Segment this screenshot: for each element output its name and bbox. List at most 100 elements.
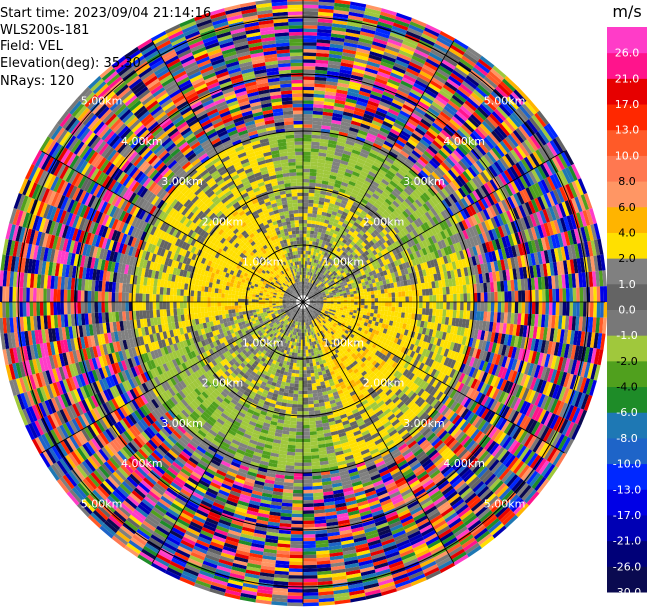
ppi-cell bbox=[394, 326, 399, 333]
ppi-cell bbox=[465, 355, 473, 366]
ppi-cell bbox=[359, 311, 364, 315]
ppi-cell bbox=[370, 324, 375, 329]
ppi-cell bbox=[395, 321, 400, 328]
ppi-cell bbox=[384, 302, 389, 307]
ppi-cell bbox=[368, 319, 373, 325]
ppi-cell bbox=[500, 312, 505, 324]
ppi-cell bbox=[453, 351, 460, 361]
ppi-cell bbox=[411, 337, 417, 345]
ppi-cell bbox=[600, 302, 604, 318]
ppi-cell bbox=[403, 329, 409, 336]
ppi-cell bbox=[386, 329, 391, 336]
ppi-cell bbox=[347, 302, 351, 305]
ppi-cell bbox=[510, 370, 518, 383]
ppi-cell bbox=[333, 302, 338, 304]
ppi-cell bbox=[374, 321, 379, 327]
ppi-cell bbox=[394, 306, 399, 312]
ppi-cell bbox=[397, 312, 402, 318]
ppi-cell bbox=[381, 306, 385, 311]
ppi-cell bbox=[570, 344, 577, 360]
ppi-cell bbox=[411, 313, 416, 320]
ppi-cell bbox=[469, 310, 474, 320]
ppi-cell bbox=[581, 316, 587, 332]
ppi-cell bbox=[309, 303, 314, 305]
ppi-cell bbox=[475, 359, 482, 370]
ppi-cell bbox=[558, 315, 563, 330]
ppi-cell bbox=[361, 302, 365, 306]
ppi-cell bbox=[391, 302, 396, 307]
ppi-cell bbox=[527, 363, 535, 376]
ppi-cell bbox=[454, 334, 461, 344]
ppi-cell bbox=[494, 302, 498, 313]
ppi-cell bbox=[598, 317, 604, 334]
ppi-cell bbox=[453, 326, 459, 335]
ppi-cell bbox=[566, 329, 572, 345]
ppi-cell bbox=[475, 348, 482, 360]
ppi-cell bbox=[432, 308, 437, 316]
ppi-cell bbox=[382, 319, 387, 325]
ppi-cell bbox=[556, 371, 564, 386]
ppi-cell bbox=[416, 333, 422, 340]
ppi-cell bbox=[442, 309, 447, 317]
ppi-cell bbox=[590, 363, 598, 380]
ppi-cell bbox=[546, 327, 552, 341]
ppi-cell bbox=[543, 367, 551, 382]
ppi-cell bbox=[460, 302, 464, 311]
ppi-cell bbox=[440, 347, 447, 356]
ppi-cell bbox=[418, 326, 424, 334]
ppi-cell bbox=[337, 303, 341, 306]
ppi-cell bbox=[309, 303, 313, 306]
ppi-cell bbox=[357, 320, 362, 325]
ppi-cell bbox=[580, 361, 588, 378]
ppi-cell bbox=[439, 309, 443, 317]
ppi-cell bbox=[567, 358, 574, 374]
ppi-cell bbox=[559, 329, 565, 344]
ppi-cell bbox=[367, 302, 372, 306]
ppi-cell bbox=[571, 316, 577, 331]
ppi-cell bbox=[596, 302, 601, 318]
ppi-cell bbox=[500, 367, 508, 380]
ppi-cell bbox=[421, 341, 427, 349]
ppi-cell bbox=[372, 316, 377, 322]
ppi-cell bbox=[452, 309, 457, 319]
ppi-cell bbox=[378, 302, 382, 307]
ppi-cell bbox=[334, 312, 339, 316]
ppi-cell bbox=[336, 307, 341, 310]
ppi-cell bbox=[319, 305, 324, 308]
ppi-cell bbox=[470, 302, 474, 311]
ppi-cell bbox=[342, 310, 347, 314]
ppi-cell bbox=[520, 313, 525, 326]
ppi-cell bbox=[363, 308, 368, 313]
ppi-cell bbox=[488, 363, 495, 375]
ppi-cell bbox=[451, 334, 457, 343]
ppi-cell bbox=[361, 317, 366, 323]
ppi-cell bbox=[465, 319, 470, 329]
ppi-cell bbox=[469, 356, 476, 367]
ppi-cell bbox=[573, 345, 580, 361]
ppi-cell bbox=[570, 359, 578, 375]
ppi-cell bbox=[500, 333, 506, 345]
ppi-cell bbox=[436, 338, 442, 347]
ppi-cell bbox=[483, 330, 489, 342]
ppi-cell bbox=[449, 302, 454, 310]
ppi-cell bbox=[340, 304, 344, 307]
ppi-cell bbox=[428, 308, 433, 316]
ppi-cell bbox=[534, 314, 539, 327]
ppi-cell bbox=[478, 339, 484, 350]
ppi-cell bbox=[579, 302, 584, 317]
ppi-cell bbox=[592, 317, 597, 333]
ppi-cell bbox=[431, 315, 436, 323]
ppi-cell bbox=[473, 329, 479, 339]
ppi-cell bbox=[384, 324, 389, 330]
ppi-cell bbox=[438, 316, 443, 324]
ppi-cell bbox=[350, 307, 354, 310]
ppi-cell bbox=[414, 339, 421, 347]
ppi-cell bbox=[544, 314, 549, 328]
ppi-cell bbox=[486, 331, 493, 342]
ppi-cell bbox=[329, 309, 333, 312]
ppi-cell bbox=[374, 302, 379, 306]
ppi-cell bbox=[437, 346, 443, 355]
ppi-cell bbox=[587, 363, 594, 379]
ppi-cell bbox=[493, 312, 498, 323]
ppi-cell bbox=[442, 340, 449, 349]
